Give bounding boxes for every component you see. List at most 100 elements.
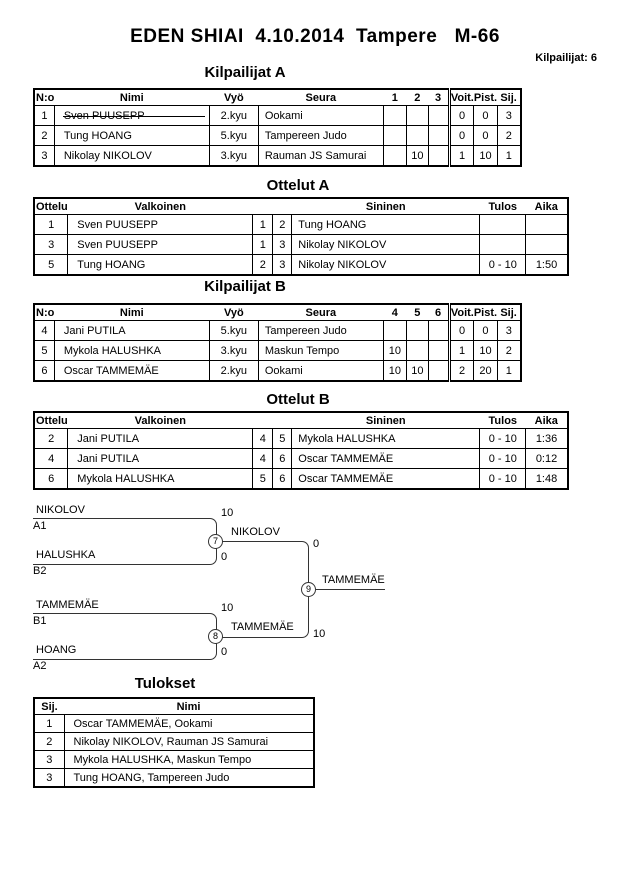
white-no-cell: 5 [252, 468, 274, 490]
points-cell: 0 [473, 105, 498, 126]
blue-cell: Oscar TAMMEMÄE [291, 468, 481, 490]
bracket-winner-line [316, 589, 385, 590]
col-header-blue-no [272, 198, 292, 215]
result-cell: 0 - 10 [479, 428, 527, 449]
match-no-cell: 5 [33, 254, 69, 276]
header-row: N:o Nimi Vyö Seura 1 2 3 Voit. Pist. Sij… [34, 89, 522, 106]
club-cell: Ookami [257, 360, 384, 382]
table-row: 2 Nikolay NIKOLOV, Rauman JS Samurai [33, 732, 315, 751]
place-cell: 3 [496, 105, 522, 126]
bracket-score: 10 [313, 628, 326, 640]
col-header-time: Aika [525, 198, 568, 215]
score-cell: 10 [382, 340, 407, 361]
header-row: Ottelu Valkoinen Sininen Tulos Aika [34, 198, 568, 215]
belt-cell: 5.kyu [208, 125, 259, 146]
club-cell: Ookami [257, 105, 384, 126]
white-cell: Sven PUUSEPP [67, 214, 254, 235]
white-no-cell: 4 [252, 448, 274, 469]
col-header-white: Valkoinen [67, 412, 253, 429]
name-cell: Nikolay NIKOLOV, Rauman JS Samurai [63, 732, 315, 751]
page-title: EDEN SHIAI 4.10.2014 Tampere M-66 [130, 26, 500, 47]
pool-b-table: N:o Nimi Vyö Seura 4 5 6 Voit. Pist. Sij… [33, 303, 523, 382]
bracket-score: 10 [221, 507, 234, 519]
points-cell: 0 [473, 125, 498, 146]
bracket-score: 0 [221, 551, 228, 563]
time-cell [525, 214, 569, 235]
result-cell: 0 - 10 [479, 448, 527, 469]
header-row: Sij. Nimi [34, 698, 314, 715]
score-cell [427, 320, 450, 341]
time-cell [525, 234, 569, 255]
col-header-time: Aika [525, 412, 568, 429]
score-cell [427, 125, 450, 146]
score-cell [382, 145, 407, 167]
col-header-place: Sij. [497, 89, 522, 106]
place-cell: 1 [33, 714, 65, 733]
blue-no-cell: 2 [272, 214, 293, 235]
col-header-match: Ottelu [34, 412, 68, 429]
score-cell: 10 [405, 145, 429, 167]
score-cell [427, 340, 450, 361]
result-cell [479, 214, 527, 235]
score-cell [427, 145, 450, 167]
bracket-entrant-seed: A1 [33, 520, 47, 532]
place-cell: 2 [496, 125, 522, 146]
table-row: 5 Tung HOANG 2 3 Nikolay NIKOLOV 0 - 10 … [33, 254, 569, 276]
col-header-wins: Voit. [447, 304, 474, 321]
match-no-cell: 4 [33, 448, 69, 469]
table-row: 1 Oscar TAMMEMÄE, Ookami [33, 714, 315, 733]
match-no-cell: 1 [33, 214, 69, 235]
place-cell: 1 [496, 145, 522, 167]
col-header-name: Nimi [54, 89, 210, 106]
col-header-match-5: 5 [406, 304, 429, 321]
bracket-winner-name: TAMMEMÄE [322, 574, 385, 586]
match-circle-9: 9 [301, 582, 316, 597]
header-row: Ottelu Valkoinen Sininen Tulos Aika [34, 412, 568, 429]
blue-cell: Nikolay NIKOLOV [291, 254, 481, 276]
score-cell [427, 360, 450, 382]
blue-cell: Tung HOANG [291, 214, 481, 235]
table-row: 1 Sven PUUSEPP 2.kyu Ookami 0 0 3 [33, 105, 522, 126]
match-no-cell: 2 [33, 428, 69, 449]
place-cell: 3 [33, 768, 65, 788]
belt-cell: 3.kyu [208, 145, 259, 167]
time-cell: 1:36 [525, 428, 569, 449]
result-cell: 0 - 10 [479, 254, 527, 276]
table-row: 3 Tung HOANG, Tampereen Judo [33, 768, 315, 788]
section-heading-pool-b: Kilpailijat B [204, 278, 286, 295]
blue-no-cell: 3 [272, 234, 293, 255]
belt-cell: 5.kyu [208, 320, 259, 341]
score-cell [382, 105, 407, 126]
name-cell: Tung HOANG, Tampereen Judo [63, 768, 315, 788]
name-cell: Tung HOANG [53, 125, 210, 146]
belt-cell: 2.kyu [208, 360, 259, 382]
white-cell: Sven PUUSEPP [67, 234, 254, 255]
col-header-match-6: 6 [428, 304, 450, 321]
name-cell: Mykola HALUSHKA [53, 340, 210, 361]
bracket-score: 0 [221, 646, 228, 658]
section-heading-matches-a: Ottelut A [266, 177, 330, 194]
table-row: 3 Mykola HALUSHKA, Maskun Tempo [33, 750, 315, 769]
section-heading-pool-a: Kilpailijat A [204, 64, 286, 81]
place-cell: 3 [33, 750, 65, 769]
bracket-winner-name: NIKOLOV [231, 526, 280, 538]
table-row: 3 Sven PUUSEPP 1 3 Nikolay NIKOLOV [33, 234, 569, 255]
white-cell: Jani PUTILA [67, 448, 254, 469]
match-no-cell: 6 [33, 468, 69, 490]
section-heading-matches-b: Ottelut B [266, 391, 330, 408]
col-header-wins: Voit. [447, 89, 474, 106]
club-cell: Tampereen Judo [257, 125, 384, 146]
bracket-entrant-name: HALUSHKA [36, 549, 96, 561]
table-row: 6 Oscar TAMMEMÄE 2.kyu Ookami 10 10 2 20… [33, 360, 522, 382]
table-row: 6 Mykola HALUSHKA 5 6 Oscar TAMMEMÄE 0 -… [33, 468, 569, 490]
time-cell: 1:50 [525, 254, 569, 276]
score-cell [382, 320, 407, 341]
no-cell: 2 [33, 125, 55, 146]
white-cell: Mykola HALUSHKA [67, 468, 254, 490]
score-cell [427, 105, 450, 126]
table-row: 2 Jani PUTILA 4 5 Mykola HALUSHKA 0 - 10… [33, 428, 569, 449]
no-cell: 1 [33, 105, 55, 126]
name-cell: Mykola HALUSHKA, Maskun Tempo [63, 750, 315, 769]
bracket-entrant-seed: B1 [33, 615, 47, 627]
